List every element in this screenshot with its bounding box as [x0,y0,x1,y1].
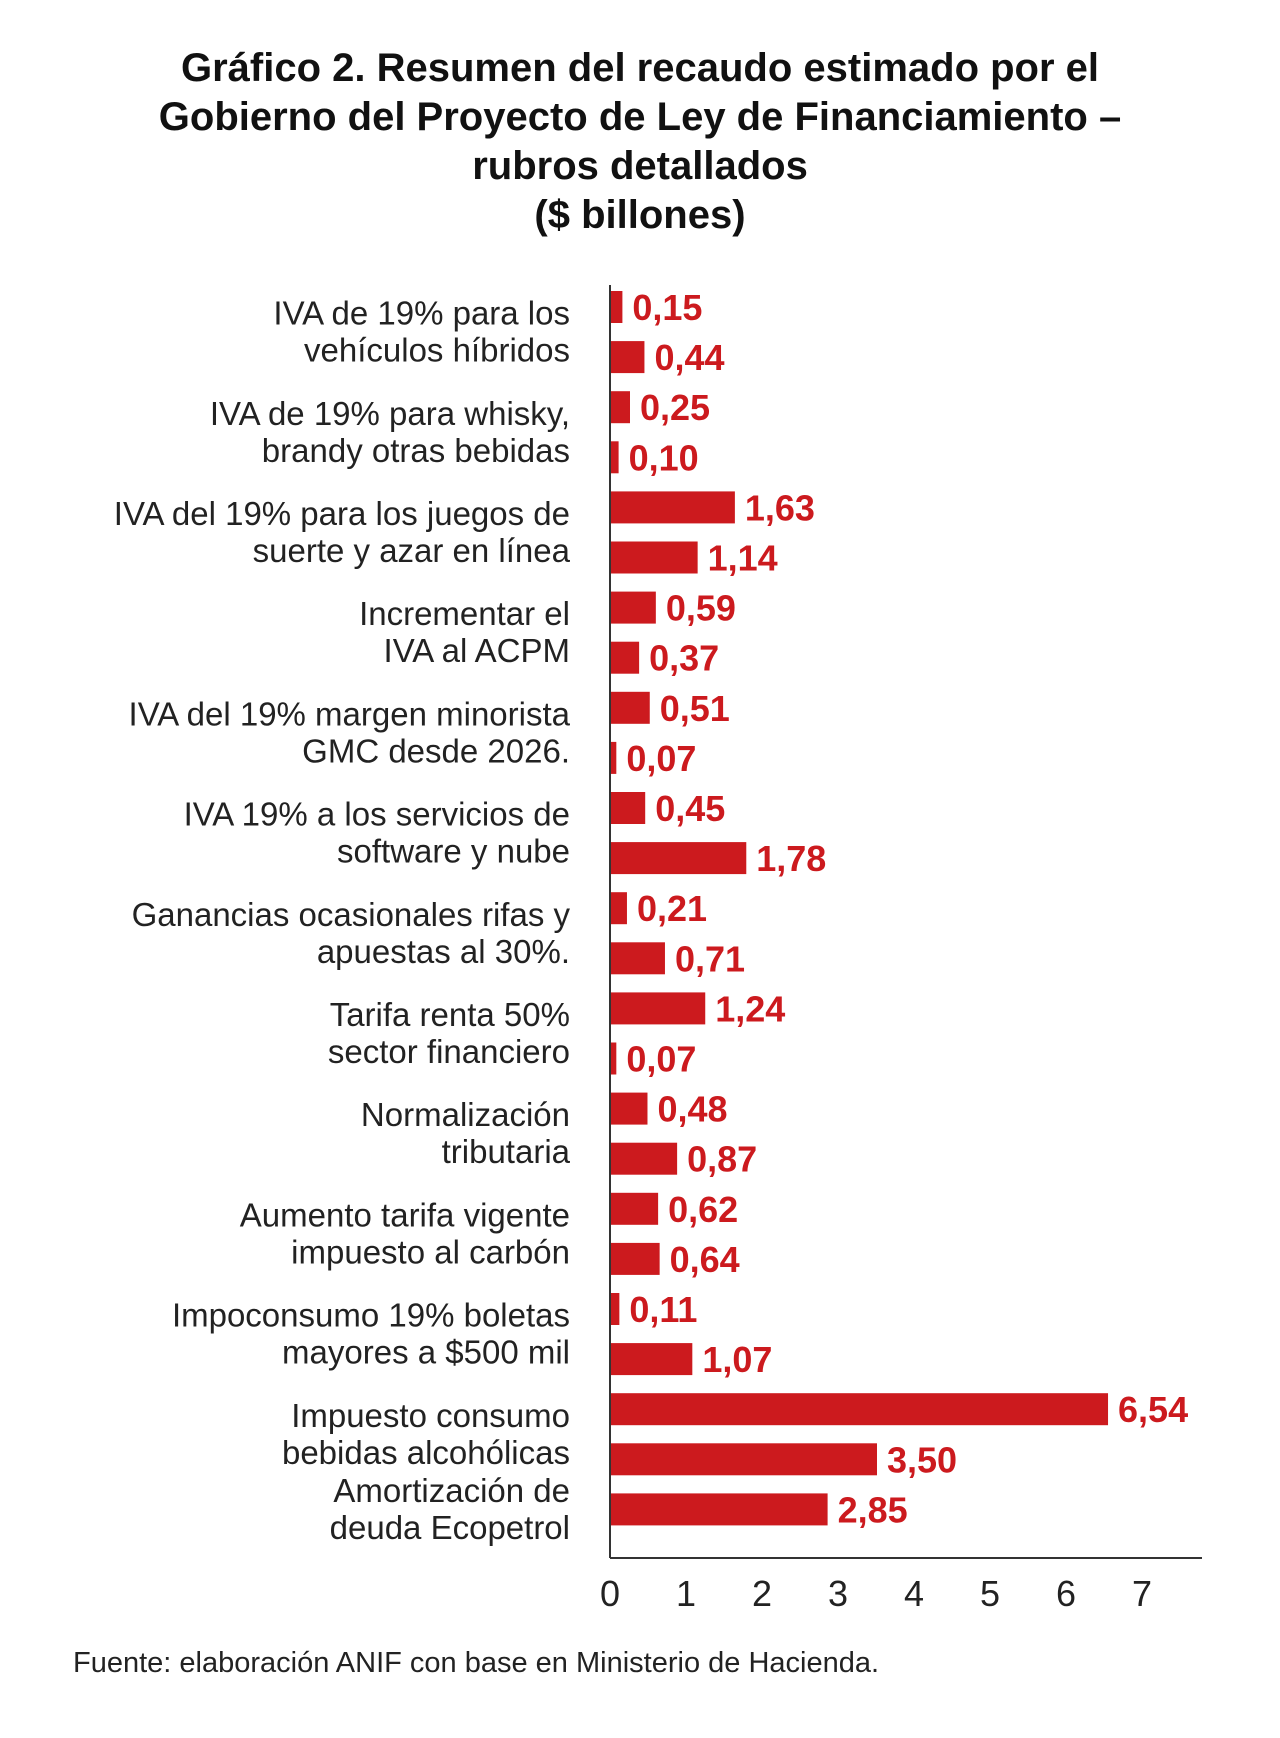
category-label: suerte y azar en línea [253,532,571,569]
category-label: Tarifa renta 50% [330,996,570,1033]
chart-title-line: ($ billones) [534,193,746,237]
chart-title-line: rubros detallados [472,144,808,188]
bar-value-label: 0,44 [654,337,724,378]
bar-value-label: 0,15 [632,287,702,328]
category-label: bebidas alcohólicas [282,1434,570,1471]
category-label: GMC desde 2026. [302,732,570,769]
bar [611,391,630,424]
bar [611,942,665,975]
category-label: Aumento tarifa vigente [240,1196,570,1233]
bar [611,491,735,524]
bar-value-label: 0,07 [626,738,696,779]
bar [611,1393,1109,1426]
bar [611,1443,877,1476]
bar [611,1192,659,1225]
bar-value-label: 1,63 [745,487,815,528]
chart-title-line: Gráfico 2. Resumen del recaudo estimado … [180,46,1100,90]
category-label: Normalización [361,1096,570,1133]
category-label: Impuesto consumo [291,1397,570,1434]
category-label: Incrementar el [359,595,570,632]
x-tick-label: 2 [752,1573,772,1614]
x-tick-label: 3 [828,1573,848,1614]
chart-title-line: Gobierno del Proyecto de Ley de Financia… [158,95,1122,139]
bar-value-label: 0,51 [660,688,730,729]
category-label: IVA del 19% margen minorista [129,695,571,732]
bar-value-label: 0,37 [649,638,719,679]
category-label: IVA de 19% para whisky, [210,395,570,432]
category-label: IVA al ACPM [384,632,570,669]
bar-value-label: 0,59 [666,588,736,629]
x-tick-label: 4 [904,1573,924,1614]
chart-title: Gráfico 2. Resumen del recaudo estimado … [0,44,1280,240]
bar-value-label: 0,48 [657,1089,727,1130]
bar [611,892,627,925]
category-label: deuda Ecopetrol [330,1509,570,1546]
category-label: Ganancias ocasionales rifas y [132,896,571,933]
bar-value-label: 2,85 [838,1489,908,1530]
bar [611,792,646,824]
bar [611,1242,660,1275]
bar-value-label: 0,45 [655,788,725,829]
category-label: Amortización de [333,1472,570,1509]
category-label: apuestas al 30%. [317,933,570,970]
x-tick-label: 6 [1056,1573,1076,1614]
bar-value-label: 0,87 [687,1139,757,1180]
source-note: Fuente: elaboración ANIF con base en Min… [73,1647,880,1679]
bar-value-label: 0,62 [668,1189,738,1230]
bar-value-label: 3,50 [887,1439,957,1480]
bar-value-label: 0,64 [670,1239,740,1280]
category-label: vehículos híbridos [304,332,570,369]
bar-value-label: 0,07 [626,1039,696,1080]
category-label: IVA 19% a los servicios de [184,796,570,833]
bar-value-label: 0,10 [629,437,699,478]
bar-value-label: 0,71 [675,938,745,979]
category-label: software y nube [337,833,570,870]
x-tick-label: 7 [1132,1573,1152,1614]
category-label: brandy otras bebidas [262,432,570,469]
bar [611,1142,678,1175]
bar-value-label: 0,25 [640,387,710,428]
bar [611,1293,620,1325]
bar [611,842,747,875]
bar [611,441,619,474]
category-label: IVA del 19% para los juegos de [114,495,570,532]
bar-value-label: 1,14 [708,538,778,579]
bar-value-label: 0,11 [629,1289,697,1330]
bar [611,741,617,774]
bar [611,1092,648,1125]
bar-value-label: 1,78 [756,838,826,879]
bar-value-label: 1,07 [702,1339,772,1380]
bar [611,1493,828,1526]
x-tick-label: 1 [676,1573,696,1614]
category-label: tributaria [442,1133,571,1170]
bar-value-label: 0,21 [637,888,707,929]
bar [611,992,706,1025]
bar [611,1042,617,1075]
x-tick-label: 0 [600,1573,620,1614]
category-label: impuesto al carbón [291,1233,570,1270]
bar [611,591,656,624]
bar [611,341,645,374]
category-label: sector financiero [328,1033,570,1070]
bar [611,691,650,724]
bar [611,541,698,574]
category-label: IVA de 19% para los [273,295,570,332]
bar-value-label: 6,54 [1118,1389,1188,1430]
x-tick-label: 5 [980,1573,1000,1614]
bar-value-label: 1,24 [715,988,785,1029]
bar [611,291,623,323]
category-label: mayores a $500 mil [282,1334,570,1371]
bar [611,1343,693,1376]
category-label: Impoconsumo 19% boletas [172,1297,570,1334]
bar [611,641,640,674]
